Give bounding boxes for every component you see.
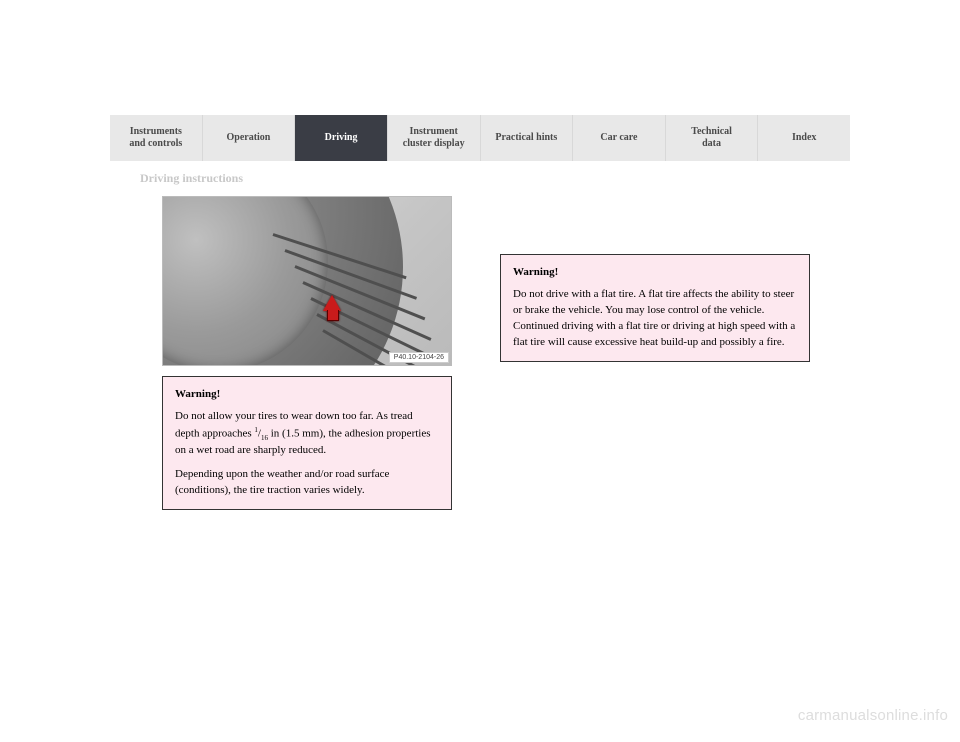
tab-operation[interactable]: Operation: [203, 115, 296, 161]
tab-bar: Instrumentsand controlsOperationDrivingI…: [110, 115, 850, 161]
tab-instrument-cluster-display[interactable]: Instrumentcluster display: [388, 115, 481, 161]
warning-paragraph: Do not allow your tires to wear down too…: [175, 409, 439, 459]
left-column: P40.10-2104-26 Warning! Do not allow you…: [110, 196, 460, 510]
tread-wear-indicator-arrow-icon: [323, 295, 341, 311]
tire-figure: P40.10-2104-26: [162, 196, 452, 366]
manual-page: Instrumentsand controlsOperationDrivingI…: [110, 115, 850, 510]
tab-technical-data[interactable]: Technicaldata: [666, 115, 759, 161]
warning-flat-tire: Warning! Do not drive with a flat tire. …: [500, 254, 810, 362]
tab-driving[interactable]: Driving: [295, 115, 388, 161]
warning-title: Warning!: [175, 387, 439, 403]
warning-tread-depth: Warning! Do not allow your tires to wear…: [162, 376, 452, 510]
fraction-denominator: 16: [261, 434, 268, 442]
warning-paragraph: Depending upon the weather and/or road s…: [175, 467, 439, 499]
tab-instruments-and-controls[interactable]: Instrumentsand controls: [110, 115, 203, 161]
content-columns: P40.10-2104-26 Warning! Do not allow you…: [110, 196, 850, 510]
tab-car-care[interactable]: Car care: [573, 115, 666, 161]
right-column: Warning! Do not drive with a flat tire. …: [500, 196, 850, 510]
tab-practical-hints[interactable]: Practical hints: [481, 115, 574, 161]
section-title: Driving instructions: [140, 171, 850, 186]
warning-paragraph: Do not drive with a flat tire. A flat ti…: [513, 287, 797, 351]
figure-label: P40.10-2104-26: [389, 352, 449, 363]
tab-index[interactable]: Index: [758, 115, 850, 161]
warning-title: Warning!: [513, 265, 797, 281]
watermark: carmanualsonline.info: [798, 707, 948, 724]
